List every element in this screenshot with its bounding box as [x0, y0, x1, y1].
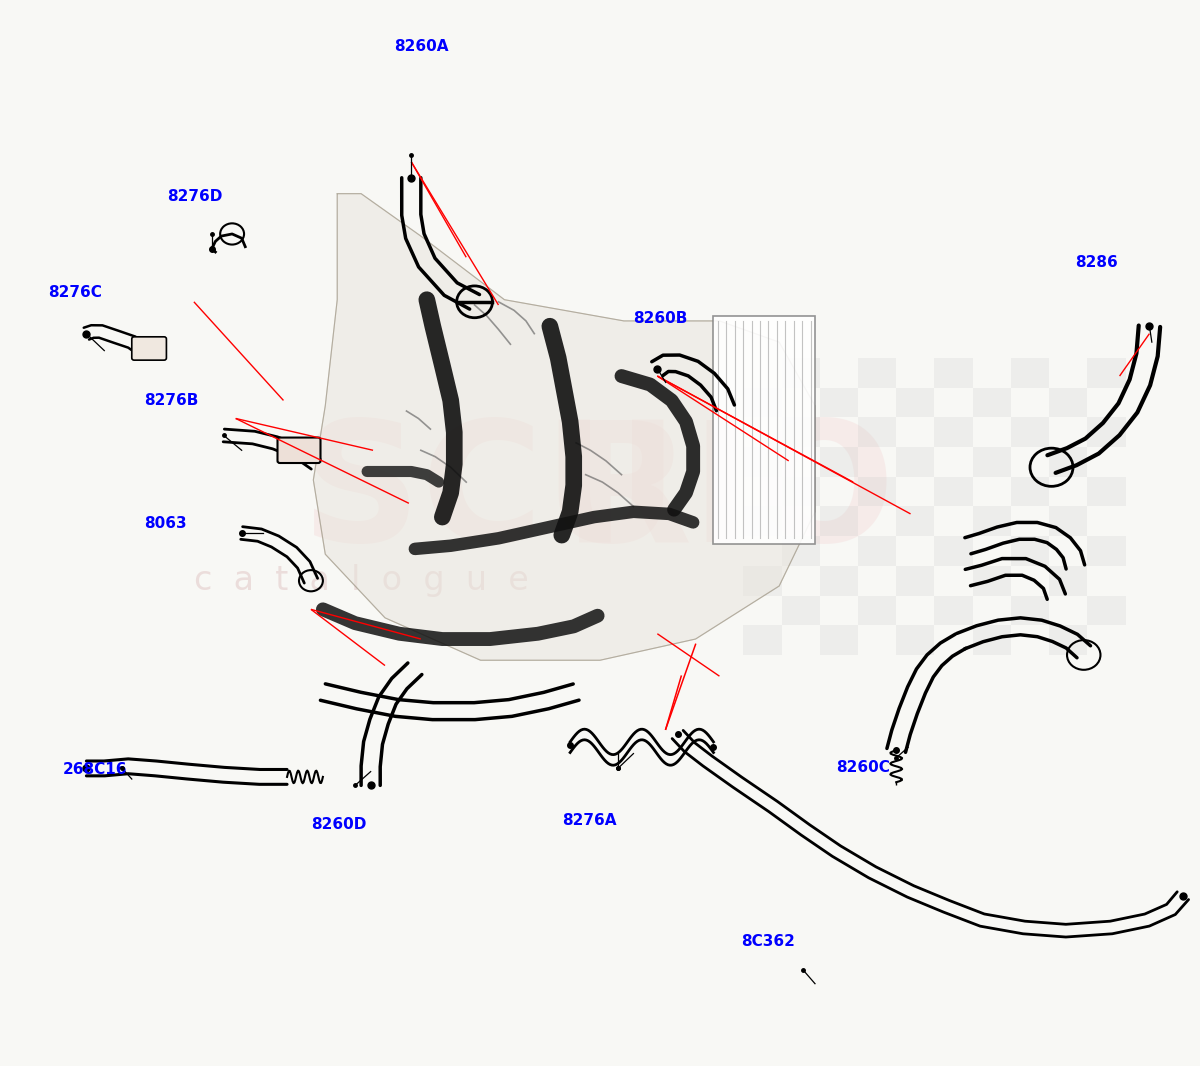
Bar: [1010, 477, 1049, 506]
Text: 8276B: 8276B: [144, 393, 198, 408]
Bar: [1049, 447, 1087, 477]
Bar: [743, 566, 781, 596]
Bar: [896, 566, 935, 596]
Bar: [935, 536, 973, 566]
Text: 8276C: 8276C: [48, 285, 102, 300]
Bar: [1087, 596, 1126, 626]
Bar: [973, 388, 1010, 418]
Bar: [820, 626, 858, 655]
Bar: [820, 506, 858, 536]
Bar: [1049, 566, 1087, 596]
Bar: [1049, 388, 1087, 418]
Text: 8C362: 8C362: [740, 934, 794, 949]
Bar: [781, 477, 820, 506]
Bar: [1010, 536, 1049, 566]
Bar: [858, 596, 896, 626]
Bar: [1049, 506, 1087, 536]
Bar: [858, 477, 896, 506]
Bar: [935, 596, 973, 626]
Bar: [743, 388, 781, 418]
Text: 8260C: 8260C: [836, 760, 890, 775]
Bar: [820, 388, 858, 418]
Bar: [973, 566, 1010, 596]
Bar: [820, 566, 858, 596]
Bar: [973, 506, 1010, 536]
Bar: [820, 447, 858, 477]
Bar: [896, 626, 935, 655]
Bar: [858, 358, 896, 388]
Bar: [858, 418, 896, 447]
Bar: [1010, 596, 1049, 626]
Bar: [1087, 418, 1126, 447]
Text: c  a  t  a  l  o  g  u  e: c a t a l o g u e: [194, 564, 529, 597]
Bar: [743, 447, 781, 477]
Text: 268C16: 268C16: [62, 762, 127, 777]
Bar: [1087, 536, 1126, 566]
Text: 8276D: 8276D: [168, 190, 223, 205]
Text: RIO: RIO: [564, 415, 896, 578]
Text: 8260D: 8260D: [311, 817, 366, 833]
Polygon shape: [313, 194, 815, 660]
Bar: [781, 358, 820, 388]
Text: 8260B: 8260B: [634, 311, 688, 326]
Text: 8286: 8286: [1075, 255, 1118, 270]
Bar: [973, 447, 1010, 477]
Bar: [1049, 626, 1087, 655]
Bar: [896, 506, 935, 536]
Bar: [858, 536, 896, 566]
Text: 8063: 8063: [144, 516, 186, 531]
Bar: [1010, 358, 1049, 388]
Bar: [714, 316, 815, 544]
Bar: [781, 536, 820, 566]
Bar: [1010, 418, 1049, 447]
Bar: [935, 418, 973, 447]
Bar: [896, 447, 935, 477]
Bar: [935, 358, 973, 388]
Bar: [781, 418, 820, 447]
Bar: [1087, 477, 1126, 506]
Text: 8276A: 8276A: [562, 812, 617, 828]
Bar: [743, 506, 781, 536]
Text: 8260A: 8260A: [395, 38, 449, 53]
Bar: [935, 477, 973, 506]
Bar: [896, 388, 935, 418]
Bar: [1087, 358, 1126, 388]
Bar: [743, 626, 781, 655]
Text: SCU: SCU: [301, 415, 679, 578]
FancyBboxPatch shape: [132, 337, 167, 360]
FancyBboxPatch shape: [277, 437, 320, 463]
Bar: [781, 596, 820, 626]
Bar: [973, 626, 1010, 655]
